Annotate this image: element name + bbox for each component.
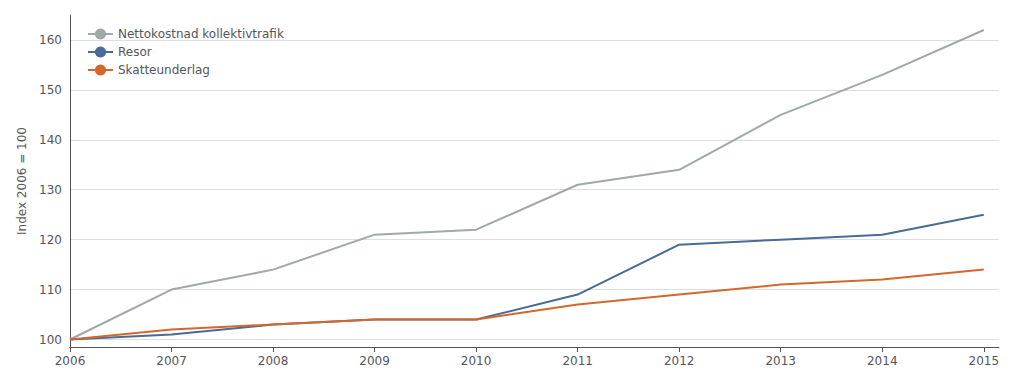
svg-text:130: 130 <box>39 183 62 197</box>
svg-text:2007: 2007 <box>156 354 187 368</box>
svg-text:120: 120 <box>39 233 62 247</box>
svg-text:2014: 2014 <box>867 354 898 368</box>
svg-text:2012: 2012 <box>664 354 695 368</box>
svg-text:160: 160 <box>39 33 62 47</box>
svg-text:2009: 2009 <box>359 354 390 368</box>
svg-text:2011: 2011 <box>562 354 593 368</box>
svg-text:150: 150 <box>39 83 62 97</box>
svg-text:Index 2006 = 100: Index 2006 = 100 <box>15 127 29 235</box>
svg-text:2015: 2015 <box>968 354 999 368</box>
svg-text:2006: 2006 <box>55 354 86 368</box>
svg-text:140: 140 <box>39 133 62 147</box>
svg-text:Nettokostnad kollektivtrafik: Nettokostnad kollektivtrafik <box>118 27 284 41</box>
svg-text:Skatteunderlag: Skatteunderlag <box>118 63 210 77</box>
svg-text:2010: 2010 <box>461 354 492 368</box>
svg-text:Resor: Resor <box>118 45 152 59</box>
svg-text:2008: 2008 <box>258 354 289 368</box>
svg-text:2013: 2013 <box>765 354 796 368</box>
svg-text:110: 110 <box>39 283 62 297</box>
svg-text:100: 100 <box>39 333 62 347</box>
